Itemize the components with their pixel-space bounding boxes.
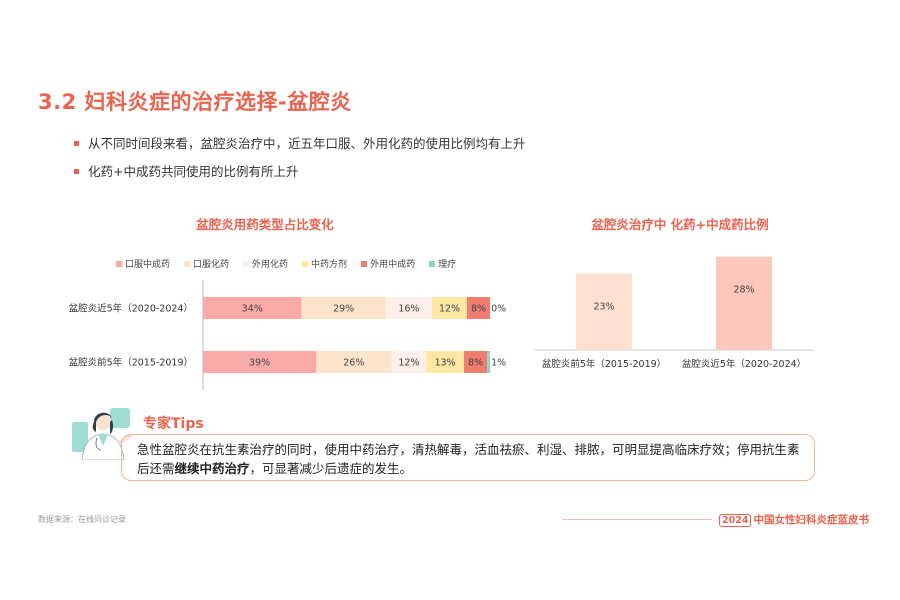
tips-box [121, 434, 815, 481]
legend-item: 口服化药 [184, 257, 229, 270]
data-label: 39% [249, 358, 270, 369]
bar-segment [385, 297, 433, 319]
bar [576, 273, 632, 350]
legend-label: 中药方剂 [311, 260, 348, 270]
legend-item: 外用化药 [243, 257, 288, 270]
legend-item: 外用中成药 [361, 257, 415, 270]
data-label: 28% [733, 285, 754, 296]
bar-segment [203, 351, 317, 373]
tips-title: 专家Tips [139, 413, 208, 433]
data-label: 13% [435, 358, 456, 369]
data-label: 8% [468, 358, 483, 369]
footer-brand-name: 中国女性妇科炎症蓝皮书 [753, 514, 869, 526]
bullet-list: 从不同时间段来看，盆腔炎治疗中，近五年口服、外用化药的使用比例均有上升 化药+中… [74, 135, 526, 191]
page-title: 3.2 妇科炎症的治疗选择-盆腔炎 [38, 90, 352, 114]
footer-year: 2024 [719, 514, 752, 527]
bar-segment [487, 351, 491, 373]
tips-text-part: ，可显著减少后遗症的发生。 [249, 461, 413, 476]
chart1-title: 盆腔炎用药类型占比变化 [196, 217, 334, 232]
legend-swatch [184, 260, 191, 267]
data-label: 16% [398, 304, 419, 315]
legend-item: 理疗 [429, 257, 456, 270]
tips-text-bold: 继续中药治疗 [174, 461, 250, 476]
data-source: 数据来源：在线问诊记录 [38, 515, 126, 524]
bar-segment [426, 351, 464, 373]
bar-segment [203, 297, 302, 319]
bar-segment [301, 297, 386, 319]
data-label: 0% [491, 304, 506, 315]
legend-swatch [116, 260, 122, 267]
legend-swatch [302, 260, 309, 267]
legend-label: 口服化药 [193, 260, 230, 270]
tips-text-part: 急性盆腔炎在抗生素治疗的同时，使用中药治疗，清热解毒，活血祛瘀、利湿、排脓，可明… [137, 442, 800, 476]
legend-label: 外用化药 [252, 260, 289, 270]
data-label: 12% [398, 358, 419, 369]
bar [716, 256, 772, 350]
bar-segment [391, 351, 427, 373]
footer-divider [562, 519, 712, 520]
chart1-legend: 口服中成药 口服化药 外用化药 中药方剂 外用中成药 理疗 [116, 257, 456, 270]
column-chart: 23% 盆腔炎前5年（2015-2019） 28% 盆腔炎近5年（2020-2024） [534, 256, 814, 370]
data-label: 29% [333, 304, 354, 315]
data-label: 34% [242, 304, 263, 315]
footer-brand: 2024 中国女性妇科炎症蓝皮书 [719, 512, 869, 527]
legend-label: 外用中成药 [370, 260, 416, 270]
chart2-title: 盆腔炎治疗中 化药+中成药比例 [591, 217, 769, 232]
legend-swatch [429, 260, 436, 267]
bullet-item: 化药+中成药共同使用的比例有所上升 [74, 163, 526, 181]
bar-segment [464, 351, 488, 373]
data-label: 8% [471, 304, 486, 315]
data-label: 1% [491, 358, 506, 369]
legend-item: 中药方剂 [302, 257, 347, 270]
legend-label: 理疗 [438, 260, 457, 270]
tips-text: 急性盆腔炎在抗生素治疗的同时，使用中药治疗，清热解毒，活血祛瘀、利湿、排脓，可明… [137, 440, 807, 478]
legend-item: 口服中成药 [116, 257, 170, 270]
doctor-illustration [72, 408, 132, 460]
data-label: 23% [593, 301, 614, 312]
bar-segment [466, 297, 491, 319]
legend-swatch [361, 260, 368, 267]
bar-segment [316, 351, 392, 373]
legend-label: 口服中成药 [125, 260, 171, 270]
bullet-item: 从不同时间段来看，盆腔炎治疗中，近五年口服、外用化药的使用比例均有上升 [74, 135, 526, 153]
category-label: 盆腔炎前5年（2015-2019） [69, 357, 193, 369]
stacked-bar-chart: 盆腔炎近5年（2020-2024） 34% 29% 16% 12% 8% 0% 盆腔炎前5年（… [69, 280, 506, 390]
legend-swatch [243, 260, 250, 267]
data-label: 26% [343, 358, 364, 369]
category-label: 盆腔炎前5年（2015-2019） [542, 358, 666, 370]
bar-segment [432, 297, 467, 319]
category-label: 盆腔炎近5年（2020-2024） [69, 303, 193, 315]
data-label: 12% [439, 304, 460, 315]
category-label: 盆腔炎近5年（2020-2024） [682, 358, 806, 370]
